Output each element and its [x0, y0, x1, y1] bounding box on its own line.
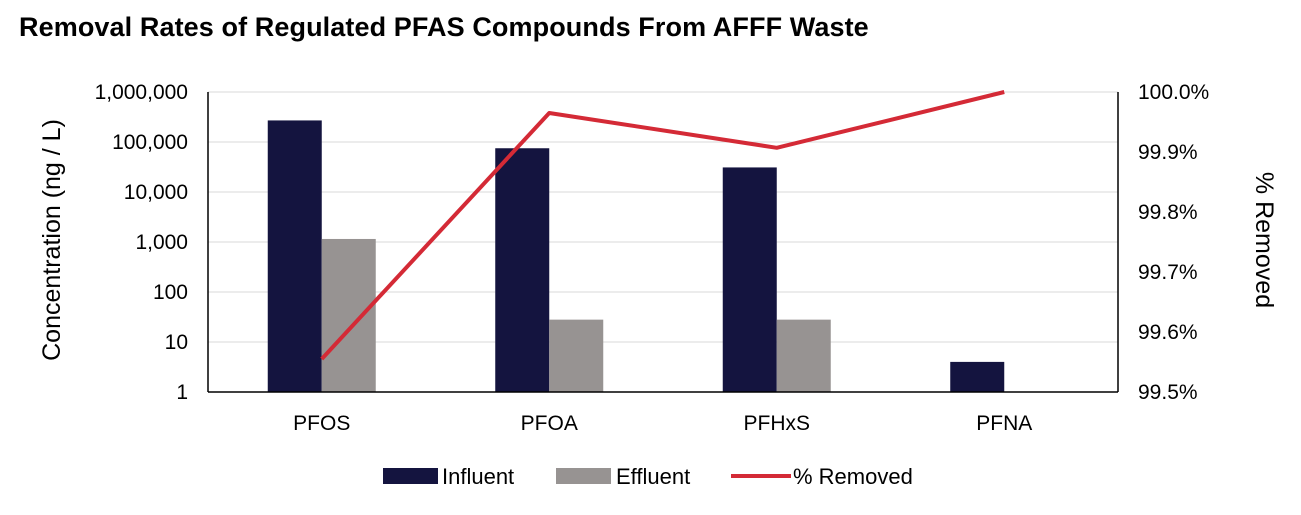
- y-axis-title: Concentration (ng / L): [38, 119, 66, 361]
- y2-tick-label: 99.7%: [1138, 261, 1198, 284]
- influent-bar: [267, 120, 322, 392]
- y2-tick-label: 99.6%: [1138, 321, 1198, 344]
- x-tick-label: PFOS: [293, 412, 350, 435]
- effluent-bar: [549, 319, 604, 392]
- influent-bar: [950, 361, 1005, 392]
- y2-tick-label: 99.9%: [1138, 141, 1198, 164]
- chart-title: Removal Rates of Regulated PFAS Compound…: [19, 12, 869, 42]
- effluent-bar: [321, 238, 376, 392]
- legend-label: % Removed: [793, 464, 913, 489]
- percent-removed-line: [320, 90, 1005, 361]
- legend-label: Effluent: [616, 464, 690, 489]
- tick-labels: 1,000,000 100,000 10,000 1,000 100 10 1 100.0% 9…: [95, 81, 1210, 435]
- y-tick-label: 1,000,000: [95, 81, 188, 104]
- y-tick-label: 1: [176, 381, 188, 404]
- x-tick-label: PFHxS: [743, 412, 810, 435]
- y-tick-label: 1,000: [135, 231, 188, 254]
- y-tick-label: 10,000: [124, 181, 188, 204]
- influent-bar: [722, 167, 777, 392]
- legend-label: Influent: [442, 464, 514, 489]
- axes: [207, 92, 1119, 393]
- effluent-bar: [776, 319, 831, 392]
- legend-swatch: [556, 468, 611, 484]
- x-tick-label: PFOA: [521, 412, 578, 435]
- legend-swatch: [383, 468, 438, 484]
- y2-tick-label: 100.0%: [1138, 81, 1209, 104]
- y-tick-label: 10: [165, 331, 188, 354]
- y2-tick-label: 99.8%: [1138, 201, 1198, 224]
- y2-axis-title: % Removed: [1250, 172, 1278, 308]
- x-tick-label: PFNA: [976, 412, 1032, 435]
- legend: Influent Effluent % Removed: [383, 464, 913, 489]
- percent-removed-series-line: [320, 90, 1005, 361]
- bars: [267, 120, 1005, 392]
- influent-bar: [495, 148, 550, 392]
- y-tick-label: 100: [153, 281, 188, 304]
- y-tick-label: 100,000: [112, 131, 188, 154]
- y2-tick-label: 99.5%: [1138, 381, 1198, 404]
